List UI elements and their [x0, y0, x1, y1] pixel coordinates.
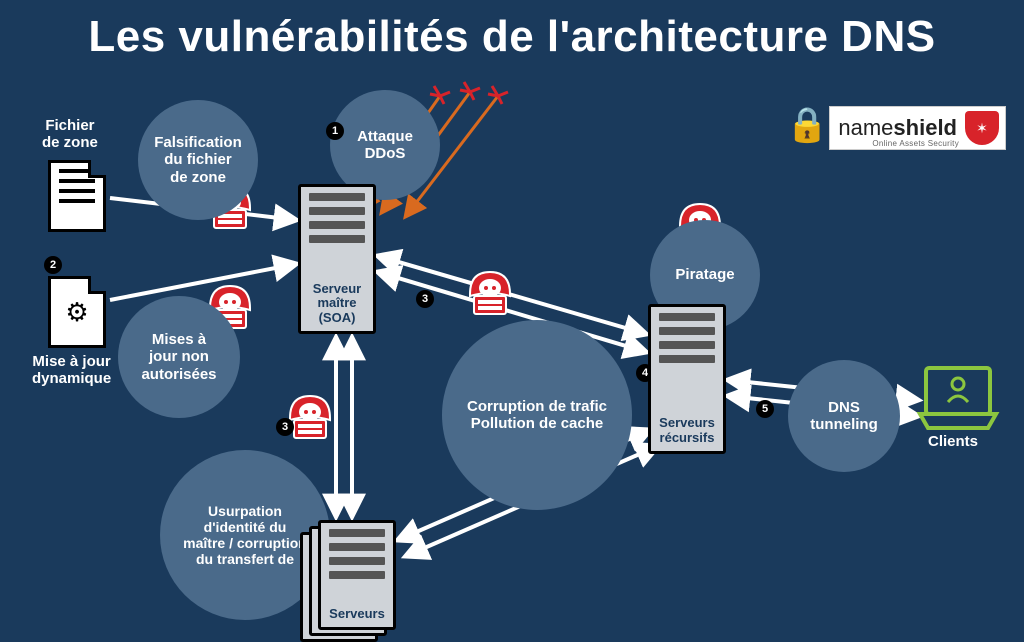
label-clients: Clients — [928, 434, 978, 451]
bubble-mises: Mises à jour non autorisées — [118, 296, 240, 418]
attacker-icon — [290, 396, 330, 438]
marker-3: 3 — [416, 290, 434, 308]
marker-1: 1 — [326, 122, 344, 140]
marker-2: 2 — [44, 256, 62, 274]
client-laptop-icon — [920, 368, 996, 428]
zone-file-icon — [48, 160, 106, 232]
label-dynupd: Mise à jour dynamique — [32, 354, 111, 387]
marker-3: 3 — [276, 418, 294, 436]
server-recursive: Serveursrécursifs — [648, 304, 726, 454]
bubble-tunnel: DNS tunneling — [788, 360, 900, 472]
flow-arrow — [110, 264, 296, 300]
bubble-corrupt: Corruption de trafic Pollution de cache — [442, 320, 632, 510]
server-servers: Serveurs — [318, 520, 396, 630]
server-master: Serveurmaître(SOA) — [298, 184, 376, 334]
dynamic-update-icon: ⚙ — [48, 276, 106, 348]
marker-5: 5 — [756, 400, 774, 418]
bubble-falsif: Falsification du fichier de zone — [138, 100, 258, 220]
label-fichier: Fichier de zone — [42, 118, 98, 151]
attacker-icon — [470, 272, 510, 314]
